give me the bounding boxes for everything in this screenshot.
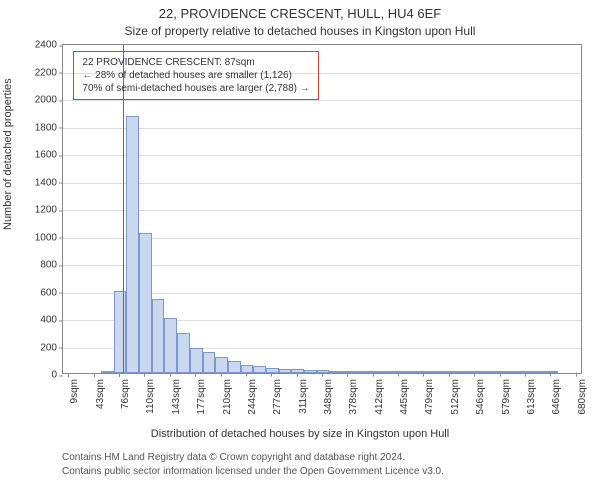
y-axis-label: Number of detached properties <box>2 78 14 230</box>
histogram-plot: 0200400600800100012001400160018002000220… <box>62 44 582 374</box>
x-tick-label: 613sqm <box>526 373 537 415</box>
gridline <box>63 100 581 101</box>
x-tick-label: 646sqm <box>551 373 562 415</box>
y-tick-label: 2400 <box>35 40 63 51</box>
histogram-bar <box>190 348 203 373</box>
x-tick-label: 9sqm <box>69 373 80 403</box>
y-tick-label: 1600 <box>35 150 63 161</box>
y-tick-label: 2200 <box>35 67 63 78</box>
x-tick-label: 378sqm <box>348 373 359 415</box>
x-tick-label: 311sqm <box>298 373 309 414</box>
y-tick-label: 1800 <box>35 122 63 133</box>
page-title: 22, PROVIDENCE CRESCENT, HULL, HU4 6EF <box>0 6 600 21</box>
histogram-bar <box>203 352 216 373</box>
x-tick-label: 546sqm <box>475 373 486 415</box>
gridline <box>63 210 581 211</box>
x-tick-label: 76sqm <box>120 373 131 409</box>
y-tick-label: 1000 <box>35 232 63 243</box>
y-tick-label: 2000 <box>35 95 63 106</box>
x-tick-label: 244sqm <box>247 373 258 415</box>
page-subtitle: Size of property relative to detached ho… <box>0 24 600 38</box>
x-tick-label: 43sqm <box>95 373 106 409</box>
histogram-bar <box>164 318 177 373</box>
footnote-line-2: Contains public sector information licen… <box>62 466 444 477</box>
annotation-box: 22 PROVIDENCE CRESCENT: 87sqm← 28% of de… <box>73 51 318 100</box>
y-tick-label: 600 <box>40 287 63 298</box>
histogram-bar <box>139 233 152 373</box>
x-tick-label: 445sqm <box>399 373 410 415</box>
x-tick-label: 348sqm <box>323 373 334 415</box>
x-tick-label: 680sqm <box>577 373 588 415</box>
histogram-bar <box>152 299 165 373</box>
histogram-bar <box>215 357 228 374</box>
gridline <box>63 128 581 129</box>
x-tick-label: 277sqm <box>272 373 283 415</box>
x-tick-label: 177sqm <box>196 373 207 415</box>
annotation-line: 70% of semi-detached houses are larger (… <box>82 82 309 95</box>
histogram-bar <box>126 116 139 373</box>
x-axis-label: Distribution of detached houses by size … <box>0 428 600 440</box>
x-tick-label: 412sqm <box>374 373 385 415</box>
y-tick-label: 200 <box>40 342 63 353</box>
x-tick-label: 479sqm <box>424 373 435 415</box>
annotation-line: 22 PROVIDENCE CRESCENT: 87sqm <box>82 56 309 69</box>
y-tick-label: 1400 <box>35 177 63 188</box>
histogram-bar <box>114 291 127 374</box>
x-tick-label: 512sqm <box>450 373 461 415</box>
histogram-bar <box>253 366 266 373</box>
y-tick-label: 1200 <box>35 205 63 216</box>
gridline <box>63 183 581 184</box>
x-tick-label: 579sqm <box>501 373 512 415</box>
annotation-line: ← 28% of detached houses are smaller (1,… <box>82 69 309 82</box>
x-tick-label: 210sqm <box>222 373 233 415</box>
x-tick-label: 143sqm <box>171 373 182 415</box>
footnote-line-1: Contains HM Land Registry data © Crown c… <box>62 452 405 463</box>
histogram-bar <box>228 361 241 373</box>
y-tick-label: 800 <box>40 260 63 271</box>
y-tick-label: 0 <box>51 370 63 381</box>
histogram-bar <box>177 333 190 373</box>
y-tick-label: 400 <box>40 315 63 326</box>
gridline <box>63 155 581 156</box>
x-tick-label: 110sqm <box>145 373 156 414</box>
